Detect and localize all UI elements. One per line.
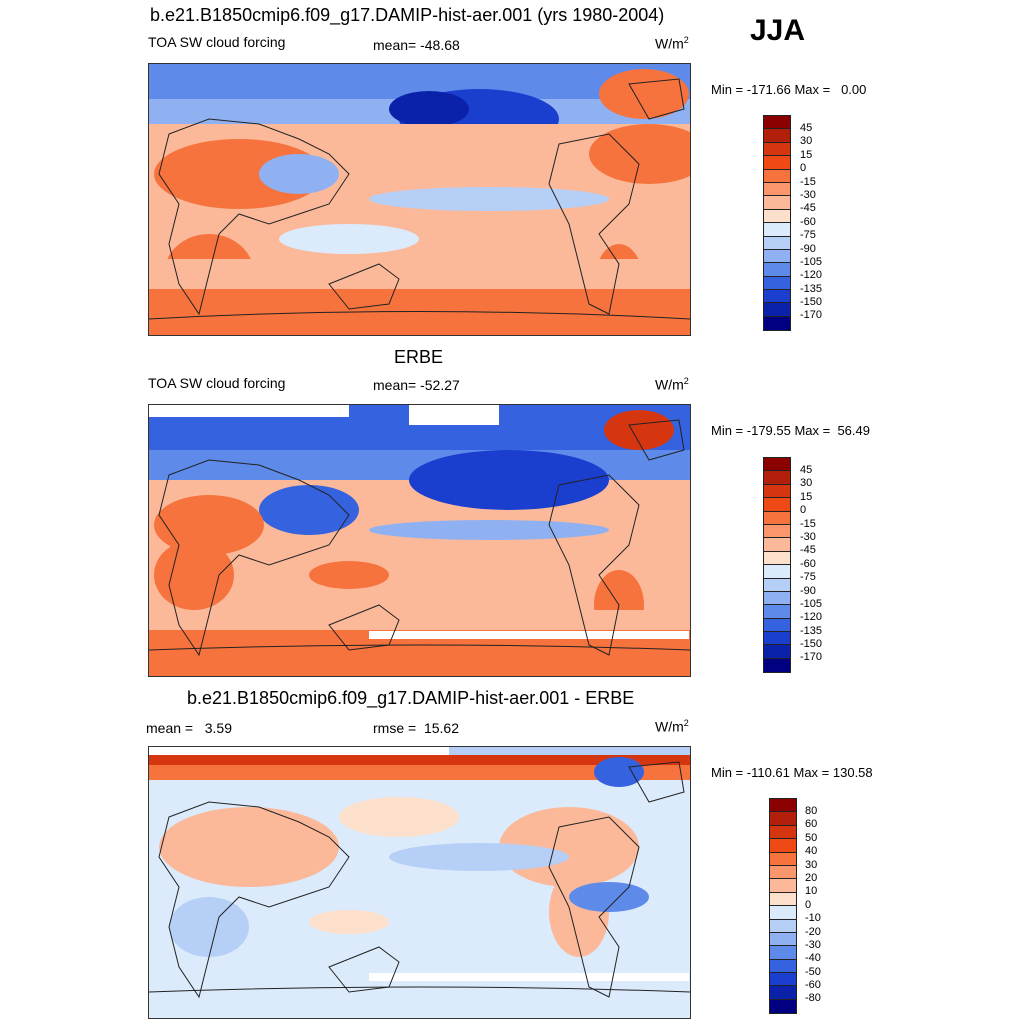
panel3-colorbar xyxy=(769,798,797,1015)
colorbar-label: -75 xyxy=(800,229,816,242)
panel2-minmax: Min = -179.55 Max = 56.49 xyxy=(711,423,870,438)
colorbar-label: 10 xyxy=(805,885,818,898)
colorbar-label: -90 xyxy=(800,242,816,255)
colorbar-label: 15 xyxy=(800,148,813,161)
panel3-rmse-label: rmse = 15.62 xyxy=(373,720,459,736)
colorbar-label: -15 xyxy=(800,175,816,188)
colorbar-label: -20 xyxy=(805,925,821,938)
colorbar-label: -60 xyxy=(805,979,821,992)
colorbar-label: -60 xyxy=(800,557,816,570)
colorbar-label: 80 xyxy=(805,805,818,817)
colorbar-label: -120 xyxy=(800,611,823,624)
colorbar-label: -90 xyxy=(800,584,816,597)
panel2-map xyxy=(148,404,691,677)
panel1-colorbar xyxy=(763,115,791,332)
colorbar-label: 45 xyxy=(800,122,813,134)
colorbar-label: -135 xyxy=(800,282,823,295)
colorbar-label: -80 xyxy=(805,992,821,1005)
colorbar-label: -120 xyxy=(800,269,823,282)
panel1-contour-field xyxy=(149,64,690,335)
colorbar-label: 30 xyxy=(800,477,813,490)
colorbar-label: -105 xyxy=(800,597,823,610)
colorbar-label: -15 xyxy=(800,517,816,530)
colorbar-label: -60 xyxy=(800,215,816,228)
panel1-title: b.e21.B1850cmip6.f09_g17.DAMIP-hist-aer.… xyxy=(150,5,665,25)
colorbar-label: 15 xyxy=(800,490,813,503)
colorbar-label: -105 xyxy=(800,255,823,268)
panel1-units: W/m2 xyxy=(655,35,689,52)
colorbar-label: 20 xyxy=(805,871,818,884)
colorbar-label: -135 xyxy=(800,624,823,637)
panel3-colorbar-labels: 80 60 50 40 30 20 10 0 -10 -20 -30 -40 -… xyxy=(805,805,821,1006)
panel1-variable-label: TOA SW cloud forcing xyxy=(148,34,286,50)
panel1-map xyxy=(148,63,691,336)
colorbar-label: -30 xyxy=(805,938,821,951)
panel2-units: W/m2 xyxy=(655,376,689,393)
panel2-variable-label: TOA SW cloud forcing xyxy=(148,375,286,391)
colorbar-label: -30 xyxy=(800,530,816,543)
panel3-map xyxy=(148,746,691,1019)
panel3-minmax: Min = -110.61 Max = 130.58 xyxy=(711,765,873,780)
colorbar-label: -50 xyxy=(805,965,821,978)
colorbar-label: -45 xyxy=(800,544,816,557)
colorbar-label: 0 xyxy=(800,504,807,517)
colorbar-label: -170 xyxy=(800,309,823,322)
panel3-mean-label: mean = 3.59 xyxy=(146,720,233,736)
panel3-units: W/m2 xyxy=(655,718,689,735)
panel2-colorbar-labels: 45 30 15 0 -15 -30 -45 -60 -75 -90 -105 … xyxy=(800,464,822,665)
panel2-mean-label: mean= -52.27 xyxy=(373,377,460,393)
panel3-contour-field xyxy=(149,747,690,1018)
panel1-minmax: Min = -171.66 Max = 0.00 xyxy=(711,82,867,97)
panel2-colorbar xyxy=(763,457,791,674)
colorbar-label: -150 xyxy=(800,638,823,651)
colorbar-label: -40 xyxy=(805,952,821,965)
season-label: JJA xyxy=(750,14,806,47)
colorbar-label: 40 xyxy=(805,845,818,858)
colorbar-label: 60 xyxy=(805,818,818,831)
panel3-title: b.e21.B1850cmip6.f09_g17.DAMIP-hist-aer.… xyxy=(187,688,635,708)
colorbar-label: -45 xyxy=(800,202,816,215)
colorbar-label: -150 xyxy=(800,296,823,309)
colorbar-label: 30 xyxy=(800,135,813,148)
colorbar-label: -170 xyxy=(800,651,823,664)
colorbar-label: 45 xyxy=(800,464,813,476)
colorbar-label: -30 xyxy=(800,188,816,201)
panel2-contour-field xyxy=(149,405,690,676)
panel1-mean-label: mean= -48.68 xyxy=(373,37,460,53)
colorbar-label: 30 xyxy=(805,858,818,871)
panel2-title: ERBE xyxy=(394,347,444,367)
colorbar-label: 0 xyxy=(800,162,807,175)
colorbar-label: 0 xyxy=(805,898,812,911)
panel1-colorbar-labels: 45 30 15 0 -15 -30 -45 -60 -75 -90 -105 … xyxy=(800,122,822,323)
colorbar-label: -75 xyxy=(800,571,816,584)
colorbar-label: 50 xyxy=(805,831,818,844)
colorbar-label: -10 xyxy=(805,912,821,925)
